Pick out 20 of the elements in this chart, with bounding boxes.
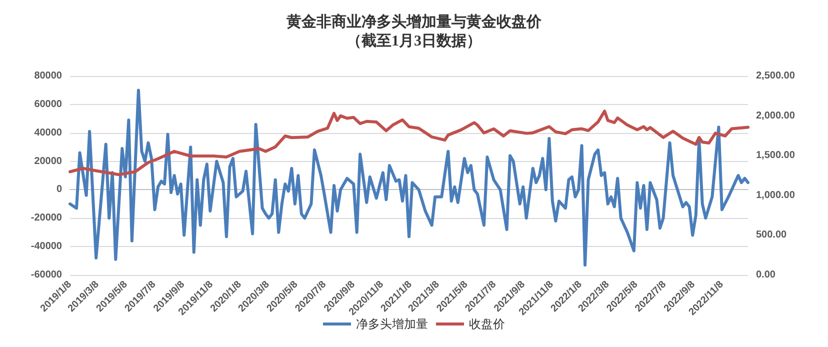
y2-tick-label: 1,000.00 (756, 190, 796, 201)
y-tick-label: 40000 (34, 127, 62, 138)
y-tick-label: -20000 (30, 212, 62, 224)
y-tick-label: 0 (56, 184, 62, 196)
line-series (68, 110, 750, 176)
legend-label: 净多头增加量 (356, 317, 428, 331)
y2-tick-label: 2,000.00 (756, 110, 796, 122)
y-tick-label: 60000 (34, 98, 62, 110)
legend-label: 收盘价 (469, 317, 505, 331)
line-series (68, 88, 750, 267)
y-tick-label: -40000 (30, 241, 62, 252)
chart-title: 黄金非商业净多头增加量与黄金收盘价 (286, 12, 542, 30)
y-tick-label: -60000 (30, 270, 62, 280)
y-tick-label: 20000 (34, 156, 62, 167)
y-tick-label: 80000 (34, 70, 62, 82)
y2-tick-label: 2,500.00 (756, 70, 796, 82)
y2-tick-label: 0.00 (756, 270, 776, 280)
chart-subtitle: （截至1月3日数据） (346, 32, 482, 50)
y2-tick-label: 1,500.00 (756, 150, 796, 162)
y2-tick-label: 500.00 (756, 230, 788, 241)
